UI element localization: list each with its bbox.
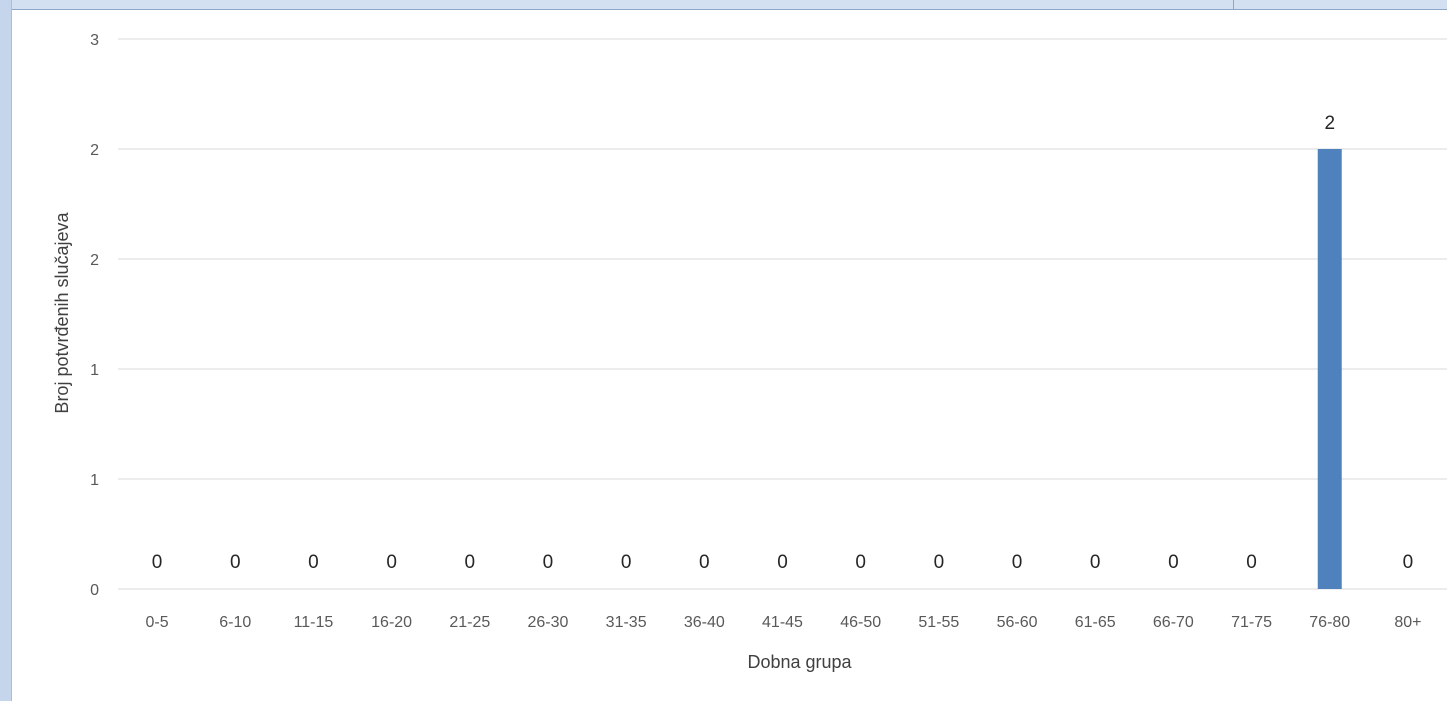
x-tick-label: 66-70 [1153, 614, 1194, 631]
x-tick-label: 51-55 [918, 614, 959, 631]
data-label: 0 [543, 552, 554, 573]
x-tick-label: 46-50 [840, 614, 881, 631]
x-tick-label: 0-5 [146, 614, 169, 631]
y-tick-label: 3 [90, 32, 99, 49]
x-axis-ticks: 0-5 6-10 11-15 16-20 21-25 26-30 31-35 36-40 41-… [146, 614, 1422, 631]
x-tick-label: 56-60 [997, 614, 1038, 631]
data-label: 0 [1403, 552, 1414, 573]
window-left-edge [0, 0, 12, 701]
x-tick-label: 21-25 [449, 614, 490, 631]
data-label: 0 [855, 552, 866, 573]
y-axis-label: Broj potvrđenih slučajeva [52, 211, 72, 413]
data-label: 0 [308, 552, 319, 573]
data-label: 0 [1246, 552, 1257, 573]
data-label: 0 [465, 552, 476, 573]
x-tick-label: 11-15 [294, 614, 334, 631]
data-label: 0 [621, 552, 632, 573]
y-tick-label: 2 [90, 252, 99, 269]
x-tick-label: 71-75 [1231, 614, 1272, 631]
x-tick-label: 26-30 [528, 614, 569, 631]
data-label: 0 [699, 552, 710, 573]
data-label: 0 [1168, 552, 1179, 573]
x-tick-label: 76-80 [1309, 614, 1350, 631]
x-tick-label: 36-40 [684, 614, 725, 631]
data-label: 0 [777, 552, 788, 573]
bars [1317, 149, 1342, 589]
y-tick-label: 1 [90, 472, 99, 489]
data-label: 0 [1090, 552, 1101, 573]
data-labels: 0 0 0 0 0 0 0 0 0 0 0 0 0 0 0 2 0 [152, 113, 1413, 573]
y-tick-label: 1 [90, 362, 99, 379]
x-tick-label: 31-35 [606, 614, 647, 631]
data-label: 0 [230, 552, 241, 573]
x-tick-label: 80+ [1394, 614, 1421, 631]
x-axis-label: Dobna grupa [747, 652, 852, 672]
y-tick-label: 2 [90, 142, 99, 159]
data-label: 0 [386, 552, 397, 573]
gridlines [118, 38, 1447, 590]
window-top-edge [0, 0, 1447, 10]
data-label: 0 [934, 552, 945, 573]
y-tick-label: 0 [90, 582, 99, 599]
data-label: 0 [152, 552, 163, 573]
window-top-divider [1233, 0, 1234, 10]
data-label: 2 [1324, 113, 1335, 134]
x-tick-label: 61-65 [1075, 614, 1116, 631]
x-tick-label: 16-20 [371, 614, 412, 631]
x-tick-label: 6-10 [219, 614, 251, 631]
bar [1317, 149, 1342, 589]
x-tick-label: 41-45 [762, 614, 803, 631]
data-label: 0 [1012, 552, 1023, 573]
y-axis-ticks: 0 1 1 2 2 3 [90, 32, 99, 599]
